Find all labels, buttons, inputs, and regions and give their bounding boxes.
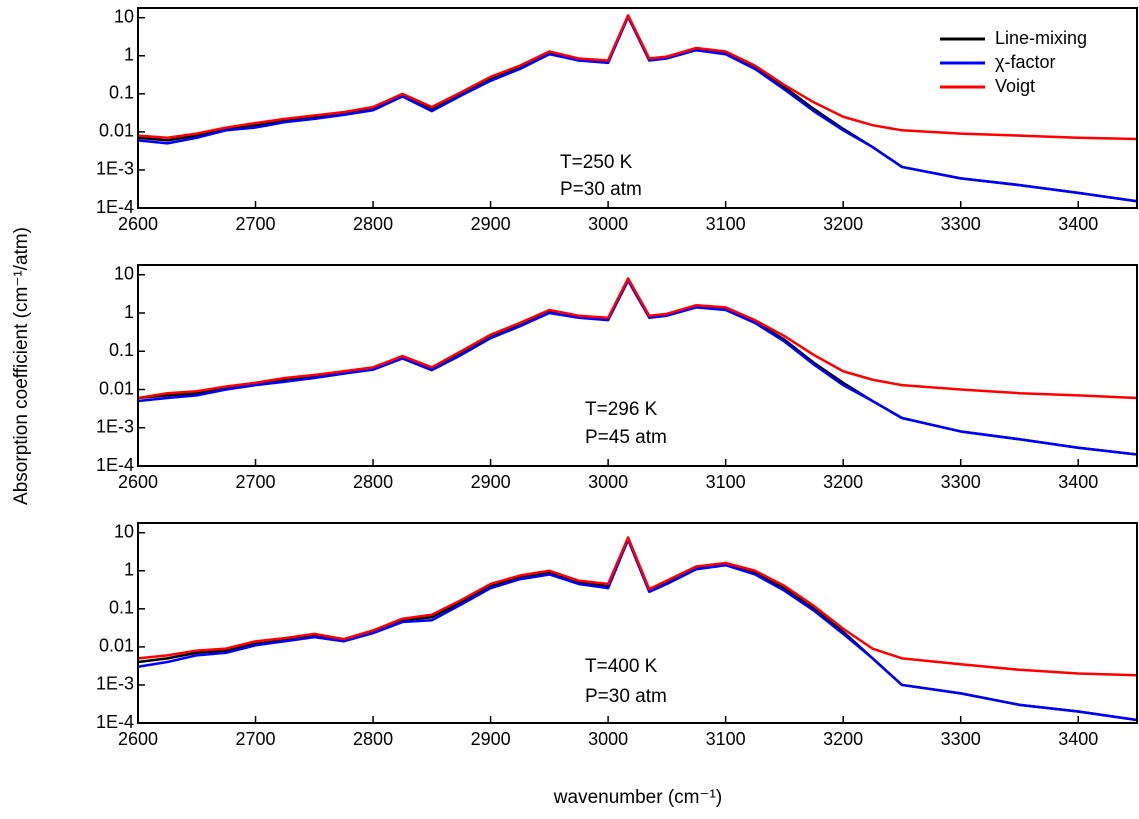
series-line [138,14,1137,141]
x-tick-label: 3200 [823,472,863,492]
annotation: T=250 K [560,152,633,173]
plot-frame [137,264,1138,467]
x-tick-label: 3400 [1058,472,1098,492]
y-tick-label: 0.1 [109,83,134,103]
plot-frame [137,7,1138,209]
x-tick-label: 2900 [471,472,511,492]
legend-label: Voigt [995,76,1035,96]
y-tick-label: 1E-3 [96,417,134,437]
y-tick-label: 1 [124,45,134,65]
x-tick-label: 3400 [1058,214,1098,234]
x-tick-label: 2600 [118,214,158,234]
annotation: P=45 atm [585,427,667,448]
x-tick-label: 3300 [941,214,981,234]
y-tick-label: 1E-4 [96,712,134,732]
x-tick-label: 2700 [236,472,276,492]
legend-label: Line-mixing [995,28,1087,48]
x-tick-label: 2700 [236,729,276,749]
y-tick-label: 1E-3 [96,159,134,179]
x-tick-label: 2600 [118,729,158,749]
y-tick-label: 0.01 [99,378,134,398]
x-tick-label: 3000 [588,472,628,492]
x-tick-label: 3400 [1058,729,1098,749]
x-tick-label: 3100 [706,729,746,749]
plot-frame [137,522,1138,724]
x-tick-label: 3200 [823,214,863,234]
series-line [138,277,1137,400]
series-line [138,279,1137,456]
series-line [138,538,1137,722]
y-tick-label: 10 [114,6,134,26]
annotation: T=400 K [585,656,658,677]
y-tick-label: 1E-4 [96,455,134,475]
x-tick-label: 2900 [471,214,511,234]
y-axis-label: Absorption coefficient (cm⁻¹/atm) [11,227,32,505]
series-line [138,14,1137,203]
legend-label: χ-factor [995,52,1055,72]
x-tick-label: 2900 [471,729,511,749]
annotation: P=30 atm [585,686,667,707]
x-tick-label: 2800 [353,214,393,234]
x-tick-label: 3000 [588,729,628,749]
y-tick-label: 1E-4 [96,197,134,217]
y-tick-label: 1 [124,560,134,580]
x-axis-label: wavenumber (cm⁻¹) [553,787,722,808]
y-tick-label: 10 [114,521,134,541]
annotation: P=30 atm [560,179,642,200]
x-tick-label: 2600 [118,472,158,492]
x-tick-label: 3100 [706,472,746,492]
series-line [138,15,1137,203]
x-tick-label: 3300 [941,472,981,492]
annotation: T=296 K [585,399,658,420]
series-line [138,536,1137,677]
x-tick-label: 3100 [706,214,746,234]
y-tick-label: 10 [114,264,134,284]
x-tick-label: 2800 [353,729,393,749]
x-tick-label: 2800 [353,472,393,492]
y-tick-label: 1E-3 [96,674,134,694]
x-tick-label: 3300 [941,729,981,749]
y-tick-label: 0.1 [109,340,134,360]
y-tick-label: 1 [124,302,134,322]
x-tick-label: 2700 [236,214,276,234]
y-tick-label: 0.01 [99,121,134,141]
y-tick-label: 0.1 [109,598,134,618]
y-tick-label: 0.01 [99,636,134,656]
x-tick-label: 3000 [588,214,628,234]
x-tick-label: 3200 [823,729,863,749]
